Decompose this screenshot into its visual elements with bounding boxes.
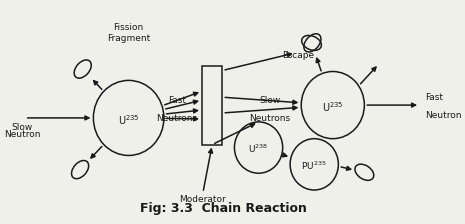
Text: Escape: Escape	[282, 51, 314, 60]
Text: Slow: Slow	[11, 123, 33, 132]
Text: Neutron: Neutron	[425, 111, 461, 120]
Text: Fast: Fast	[425, 93, 443, 102]
Text: U$^{238}$: U$^{238}$	[248, 142, 269, 155]
Bar	[202, 66, 222, 144]
Text: Neutron: Neutron	[4, 130, 40, 139]
Text: PU$^{235}$: PU$^{235}$	[301, 159, 327, 172]
Text: Slow: Slow	[259, 96, 280, 105]
Text: Neutrons: Neutrons	[156, 114, 198, 123]
Text: U$^{235}$: U$^{235}$	[322, 100, 344, 114]
Text: Moderator: Moderator	[179, 195, 226, 204]
Text: Fission
Fragment: Fission Fragment	[107, 23, 150, 43]
Text: Fig: 3.3  Chain Reaction: Fig: 3.3 Chain Reaction	[140, 202, 307, 215]
Text: Neutrons: Neutrons	[249, 114, 290, 123]
Text: Fast: Fast	[168, 96, 186, 105]
Text: U$^{235}$: U$^{235}$	[118, 113, 140, 127]
